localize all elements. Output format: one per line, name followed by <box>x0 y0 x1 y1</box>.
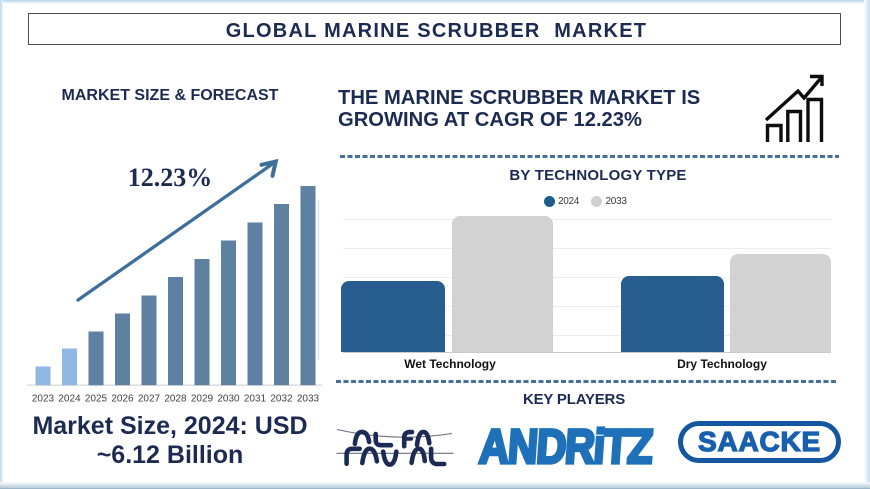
svg-text:2028: 2028 <box>164 394 187 405</box>
svg-text:12.23%: 12.23% <box>128 163 213 192</box>
svg-text:2027: 2027 <box>138 394 161 405</box>
svg-text:2024: 2024 <box>58 394 81 405</box>
svg-text:2032: 2032 <box>270 394 293 405</box>
svg-text:2030: 2030 <box>217 394 240 405</box>
svg-text:2026: 2026 <box>111 394 134 405</box>
svg-text:2031: 2031 <box>244 394 267 405</box>
svg-text:2023: 2023 <box>32 394 55 405</box>
svg-text:2033: 2033 <box>297 394 320 405</box>
svg-text:2025: 2025 <box>85 394 108 405</box>
svg-text:2029: 2029 <box>191 394 214 405</box>
